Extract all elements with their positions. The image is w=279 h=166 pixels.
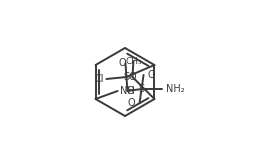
Text: Cl: Cl (95, 74, 104, 84)
Text: S: S (123, 72, 129, 82)
Text: NH₂: NH₂ (165, 84, 184, 94)
Text: O: O (127, 86, 134, 96)
Text: CH₃: CH₃ (125, 56, 142, 66)
Text: O: O (128, 98, 136, 108)
Text: O: O (148, 70, 155, 80)
Text: NH: NH (120, 86, 134, 96)
Text: S: S (138, 84, 145, 94)
Text: O: O (119, 58, 126, 68)
Text: O: O (129, 72, 136, 82)
